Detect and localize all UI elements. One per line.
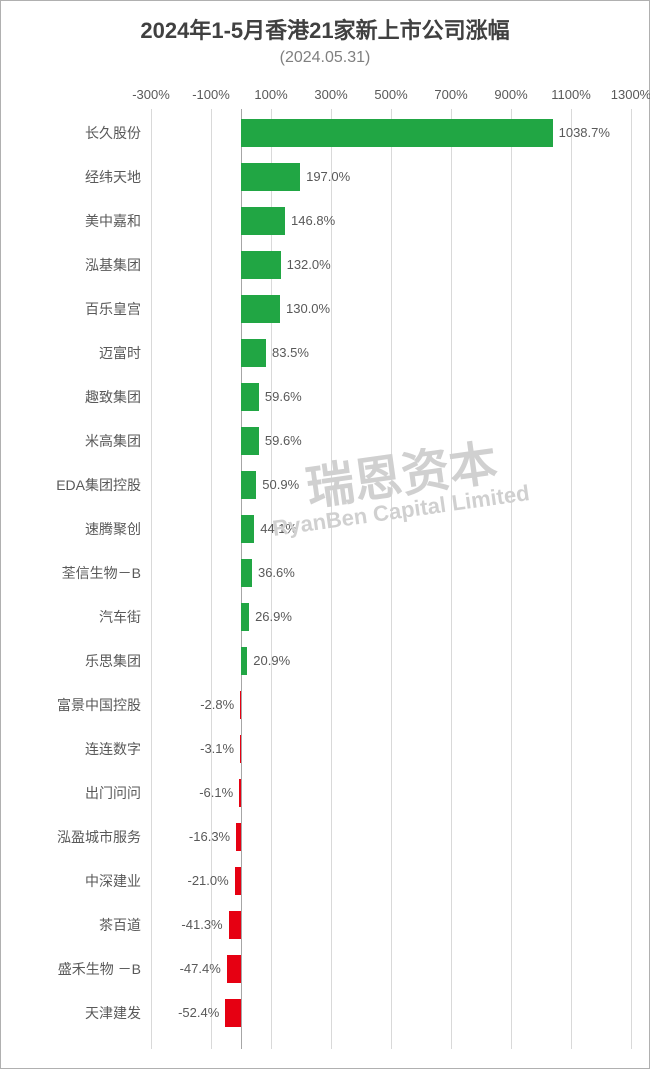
y-axis-label: 乐思集团 [1,647,141,675]
y-axis-label: 米高集团 [1,427,141,455]
y-axis-label: 出门问问 [1,779,141,807]
bar-row: 荃信生物－B36.6% [151,559,631,587]
bar-row: 趣致集团59.6% [151,383,631,411]
bar-row: 长久股份1038.7% [151,119,631,147]
bar-row: 茶百道-41.3% [151,911,631,939]
value-label: -41.3% [181,911,222,939]
bar-row: 天津建发-52.4% [151,999,631,1027]
gridline [631,109,632,1049]
y-axis-label: 天津建发 [1,999,141,1027]
bar [241,119,553,147]
bar [239,779,241,807]
value-label: -6.1% [199,779,233,807]
value-label: -16.3% [189,823,230,851]
value-label: 59.6% [265,427,302,455]
bar-row: 百乐皇宫130.0% [151,295,631,323]
bar-row: 出门问问-6.1% [151,779,631,807]
bar [241,559,252,587]
bar [240,691,241,719]
bar [241,251,281,279]
bar [240,735,241,763]
y-axis-label: 中深建业 [1,867,141,895]
y-axis-label: 盛禾生物 －B [1,955,141,983]
bar-row: 盛禾生物 －B-47.4% [151,955,631,983]
bar-row: 汽车街26.9% [151,603,631,631]
x-tick-label: 100% [254,87,287,102]
bar-row: 迈富时83.5% [151,339,631,367]
bar-row: 美中嘉和146.8% [151,207,631,235]
y-axis-label: 茶百道 [1,911,141,939]
y-axis-label: 速腾聚创 [1,515,141,543]
y-axis-label: 经纬天地 [1,163,141,191]
y-axis-label: 汽车街 [1,603,141,631]
value-label: 146.8% [291,207,335,235]
value-label: 132.0% [287,251,331,279]
value-label: 50.9% [262,471,299,499]
bar-row: 泓盈城市服务-16.3% [151,823,631,851]
bar [229,911,241,939]
value-label: -21.0% [188,867,229,895]
bar [241,647,247,675]
y-axis-label: 趣致集团 [1,383,141,411]
value-label: 130.0% [286,295,330,323]
value-label: -3.1% [200,735,234,763]
bar [241,339,266,367]
value-label: 36.6% [258,559,295,587]
value-label: -47.4% [180,955,221,983]
y-axis-label: 美中嘉和 [1,207,141,235]
x-tick-label: 300% [314,87,347,102]
value-label: -52.4% [178,999,219,1027]
bar-row: 米高集团59.6% [151,427,631,455]
bar-row: 速腾聚创44.1% [151,515,631,543]
value-label: 197.0% [306,163,350,191]
bar [241,207,285,235]
value-label: 83.5% [272,339,309,367]
bar-row: 泓基集团132.0% [151,251,631,279]
bar [241,163,300,191]
chart-title: 2024年1-5月香港21家新上市公司涨幅 [1,13,649,45]
bar-row: EDA集团控股50.9% [151,471,631,499]
value-label: 1038.7% [559,119,610,147]
value-label: 59.6% [265,383,302,411]
value-label: 20.9% [253,647,290,675]
x-tick-label: -300% [132,87,170,102]
x-tick-label: 700% [434,87,467,102]
y-axis-label: 长久股份 [1,119,141,147]
bar-row: 连连数字-3.1% [151,735,631,763]
x-tick-label: 1100% [551,87,591,102]
y-axis-label: 富景中国控股 [1,691,141,719]
chart-container: 2024年1-5月香港21家新上市公司涨幅 (2024.05.31) -300%… [0,0,650,1069]
y-axis-label: 泓盈城市服务 [1,823,141,851]
y-axis-label: 荃信生物－B [1,559,141,587]
bar [235,867,241,895]
bar [241,471,256,499]
bar-row: 富景中国控股-2.8% [151,691,631,719]
x-tick-label: -100% [192,87,230,102]
value-label: -2.8% [200,691,234,719]
title-block: 2024年1-5月香港21家新上市公司涨幅 (2024.05.31) [1,1,649,67]
x-tick-label: 1300% [611,87,650,102]
y-axis-label: EDA集团控股 [1,471,141,499]
bar [241,515,254,543]
bar [236,823,241,851]
bar [227,955,241,983]
y-axis-label: 泓基集团 [1,251,141,279]
bar-row: 经纬天地197.0% [151,163,631,191]
bar [225,999,241,1027]
bar [241,427,259,455]
chart-subtitle: (2024.05.31) [1,49,649,67]
y-axis-label: 迈富时 [1,339,141,367]
bar [241,603,249,631]
bar [241,295,280,323]
value-label: 44.1% [260,515,297,543]
x-tick-label: 500% [374,87,407,102]
y-axis-label: 连连数字 [1,735,141,763]
value-label: 26.9% [255,603,292,631]
bar-row: 乐思集团20.9% [151,647,631,675]
bar-row: 中深建业-21.0% [151,867,631,895]
bar [241,383,259,411]
y-axis-label: 百乐皇宫 [1,295,141,323]
plot-area: -300%-100%100%300%500%700%900%1100%1300%… [151,109,631,1049]
x-tick-label: 900% [494,87,527,102]
